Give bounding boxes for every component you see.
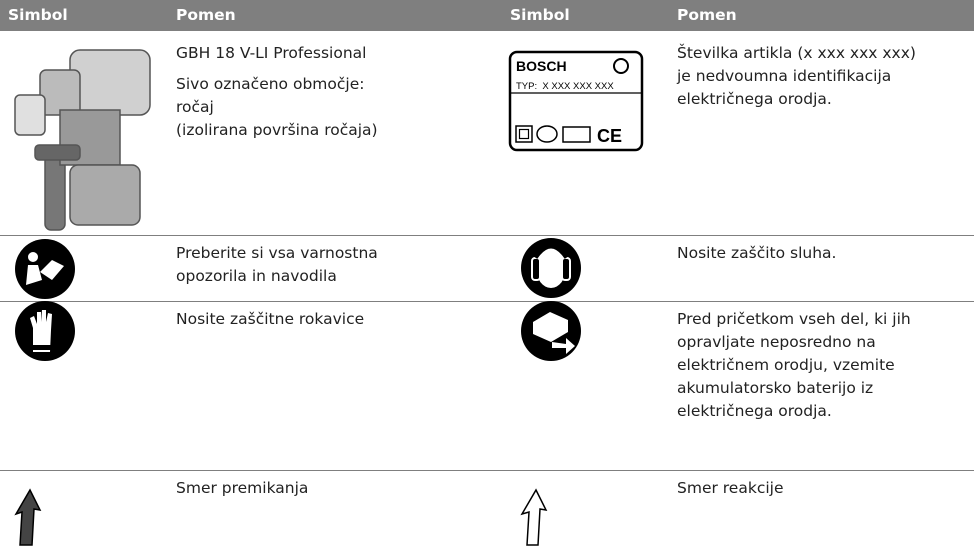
reaction-arrow bbox=[520, 488, 548, 546]
cell: Številka artikla (x xxx xxx xxx) je nedvo… bbox=[677, 42, 916, 119]
header-cell: Simbol bbox=[510, 6, 570, 24]
cell: Smer premikanja bbox=[176, 477, 308, 508]
text-line: Nosite zaščitne rokavice bbox=[176, 310, 365, 328]
row-separator bbox=[0, 235, 974, 236]
text-line: (izolirana površina ročaja) bbox=[176, 121, 378, 139]
movement-arrow bbox=[14, 488, 42, 546]
text-line: Številka artikla (x xxx xxx xxx) bbox=[677, 44, 916, 62]
header-cell: Pomen bbox=[677, 6, 737, 24]
paragraph: Smer premikanja bbox=[176, 477, 308, 500]
text-line: ročaj bbox=[176, 98, 214, 116]
text-line: električnega orodja. bbox=[677, 402, 832, 420]
text-line: Preberite si vsa varnostna bbox=[176, 244, 378, 262]
paragraph: Smer reakcije bbox=[677, 477, 784, 500]
text-line: električnega orodja. bbox=[677, 90, 832, 108]
row-separator bbox=[0, 301, 974, 302]
label-type: TYP: X XXX XXX XXX bbox=[516, 81, 614, 92]
label-brand: BOSCH bbox=[516, 58, 567, 74]
paragraph: Preberite si vsa varnostna opozorila in n… bbox=[176, 242, 378, 288]
read-manual-icon bbox=[15, 239, 75, 299]
text-line: električnem orodju, vzemite bbox=[677, 356, 895, 374]
header-bar bbox=[0, 0, 974, 31]
battery-icon bbox=[521, 301, 581, 361]
text-line: akumulatorsko baterijo iz bbox=[677, 379, 874, 397]
text-line: Smer premikanja bbox=[176, 479, 309, 497]
paragraph: Nosite zaščito sluha. bbox=[677, 242, 836, 265]
gloves-icon bbox=[15, 301, 75, 361]
text-line: opravljate neposredno na bbox=[677, 333, 876, 351]
text-line: Sivo označeno območje: bbox=[176, 75, 365, 93]
paragraph: Nosite zaščitne rokavice bbox=[176, 308, 364, 331]
drill-icon bbox=[14, 49, 151, 231]
text-line: je nedvoumna identifikacija bbox=[677, 67, 892, 85]
paragraph: GBH 18 V-LI Professional bbox=[176, 42, 378, 65]
paragraph: Pred pričetkom vseh del, ki jih opravljat… bbox=[677, 308, 911, 423]
text-line: Nosite zaščito sluha. bbox=[677, 244, 837, 262]
ear-protection-icon bbox=[521, 238, 581, 298]
text-line: GBH 18 V-LI Professional bbox=[176, 44, 367, 62]
header-cell: Simbol bbox=[8, 6, 68, 24]
row-separator bbox=[0, 470, 974, 471]
text-line: opozorila in navodila bbox=[176, 267, 337, 285]
label-mark: CE bbox=[597, 126, 622, 146]
cell: Nosite zaščitne rokavice bbox=[176, 308, 364, 339]
text-line: Pred pričetkom vseh del, ki jih bbox=[677, 310, 911, 328]
cell: Pred pričetkom vseh del, ki jih opravljat… bbox=[677, 308, 911, 431]
cell: Smer reakcije bbox=[677, 477, 784, 508]
text-line: Smer reakcije bbox=[677, 479, 784, 497]
cell: Preberite si vsa varnostna opozorila in n… bbox=[176, 242, 378, 296]
paragraph: Številka artikla (x xxx xxx xxx) je nedvo… bbox=[677, 42, 916, 111]
type-label: BOSCH TYP: X XXX XXX XXX CE bbox=[508, 50, 644, 152]
cell: Nosite zaščito sluha. bbox=[677, 242, 836, 273]
cell: GBH 18 V-LI Professional Sivo označeno ob… bbox=[176, 42, 378, 150]
paragraph: Sivo označeno območje: ročaj (izolirana po… bbox=[176, 73, 378, 142]
header-cell: Pomen bbox=[176, 6, 236, 24]
